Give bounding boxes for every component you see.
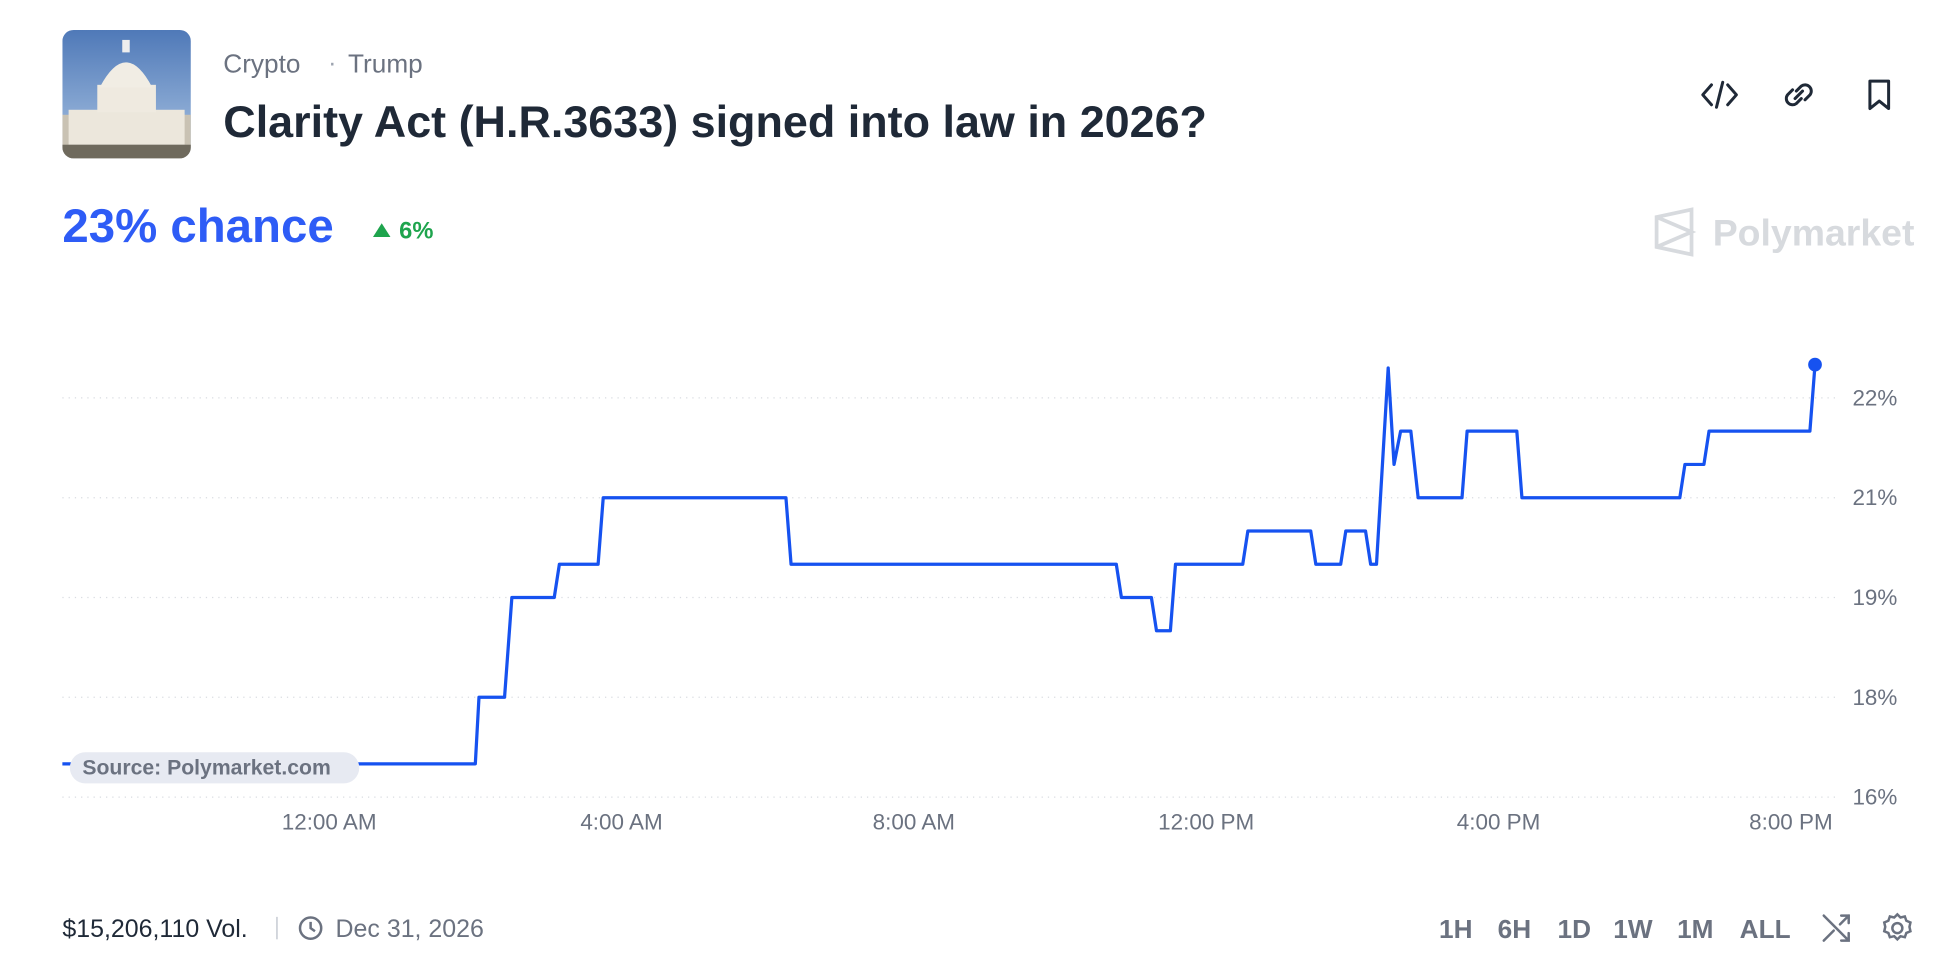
range-button[interactable]: 1H — [1439, 914, 1472, 944]
end-date: Dec 31, 2026 — [336, 915, 484, 943]
settings-icon[interactable] — [1882, 912, 1912, 942]
bookmark-icon[interactable] — [1868, 79, 1891, 111]
brand: Polymarket — [1713, 212, 1915, 254]
x-tick-label: 8:00 AM — [873, 810, 955, 835]
y-tick-label: 18% — [1852, 685, 1897, 710]
market-image — [62, 29, 191, 159]
tag: Crypto — [223, 48, 300, 78]
source: Source: Polymarket.com — [82, 757, 330, 780]
up-arrow — [372, 223, 391, 238]
range-button[interactable]: 6H — [1498, 914, 1531, 944]
end-dot — [1808, 357, 1822, 372]
separator: · — [328, 49, 336, 77]
range-button[interactable]: 1D — [1558, 914, 1591, 944]
range-button[interactable]: 1M — [1677, 914, 1713, 944]
price-line — [62, 364, 1817, 766]
x-tick-label: 4:00 PM — [1457, 810, 1541, 835]
change: 6% — [399, 218, 433, 244]
y-tick-label: 16% — [1852, 785, 1897, 810]
link-icon[interactable] — [1784, 83, 1813, 107]
x-tick-label: 12:00 PM — [1158, 810, 1254, 835]
shuffle-icon[interactable] — [1822, 914, 1850, 942]
embed-icon[interactable] — [1701, 80, 1738, 109]
source-badge: Source: Polymarket.com — [69, 752, 360, 784]
market-title: Clarity Act (H.R.3633) signed into law i… — [223, 96, 1207, 147]
x-tick-label: 8:00 PM — [1749, 810, 1833, 835]
y-tick-label: 21% — [1852, 485, 1897, 510]
range-button[interactable]: ALL — [1740, 914, 1791, 944]
volume: $15,206,110 Vol. — [62, 915, 247, 943]
brand-logo — [1654, 207, 1697, 257]
x-tick-label: 12:00 AM — [282, 810, 377, 835]
x-tick-label: 4:00 AM — [580, 810, 662, 835]
chance: 23% chance — [62, 200, 333, 253]
clock-icon — [298, 916, 323, 940]
y-tick-label: 22% — [1852, 385, 1897, 410]
y-tick-label: 19% — [1852, 585, 1897, 610]
tag: Trump — [348, 48, 423, 78]
range-button[interactable]: 1W — [1613, 914, 1653, 944]
